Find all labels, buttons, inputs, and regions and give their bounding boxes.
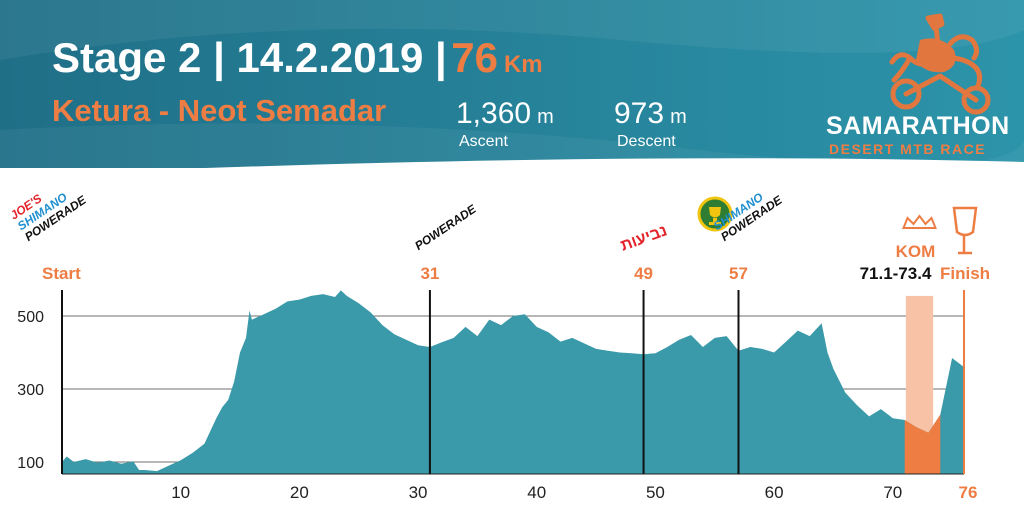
ascent-value: 1,360 <box>456 97 532 130</box>
marker-label-start: Start <box>42 264 81 283</box>
kom-label: KOM <box>896 242 936 261</box>
elevation-profile-chart: 100 300 500 10 20 30 40 50 60 70 76 Start 31 49 57 Fini… <box>17 206 990 502</box>
elevation-profile-area <box>62 290 964 474</box>
trophy-badge-icon <box>697 196 733 232</box>
beer-glass-icon <box>952 206 978 237</box>
kom-range-label: 71.1-73.4 <box>860 264 932 283</box>
descent-unit: m <box>670 106 687 128</box>
marker-label-49: 49 <box>634 264 653 283</box>
ascent-unit: m <box>537 106 554 128</box>
y-tick-label-300: 300 <box>17 382 44 399</box>
kom-climb-area <box>904 414 941 474</box>
marker-label-57: 57 <box>729 264 748 283</box>
y-tick-label-100: 100 <box>17 455 44 472</box>
ascent-stat: 1,360 m Ascent <box>456 97 554 150</box>
ascent-label: Ascent <box>459 133 508 150</box>
x-tick-label-10: 10 <box>171 483 190 502</box>
route-name: Ketura - Neot Semadar <box>52 93 387 128</box>
marker-label-31: 31 <box>420 264 439 283</box>
logo-tagline: DESERT MTB RACE <box>829 141 987 157</box>
x-tick-label-70: 70 <box>883 483 902 502</box>
stage-distance: 76 <box>451 34 498 81</box>
x-tick-label-50: 50 <box>646 483 665 502</box>
x-tick-label-20: 20 <box>290 483 309 502</box>
header-background <box>0 0 1024 176</box>
x-tick-label-30: 30 <box>409 483 428 502</box>
x-tick-label-60: 60 <box>765 483 784 502</box>
camel-cyclist-icon <box>889 13 991 115</box>
x-tick-label-40: 40 <box>527 483 546 502</box>
stage-date-title: Stage 2 | 14.2.2019 | <box>52 34 447 81</box>
descent-value: 973 <box>614 97 665 130</box>
descent-stat: 973 m Descent <box>614 97 687 150</box>
marker-label-finish: Finish <box>940 264 990 283</box>
stage-header: Stage 2 | 14.2.2019 | 76 Km Ketura - Neot… <box>0 0 1024 178</box>
stage-title: Stage 2 | 14.2.2019 | 76 Km <box>52 34 543 82</box>
stage-distance-unit: Km <box>503 51 543 78</box>
x-end-label: 76 <box>959 483 978 502</box>
y-tick-label-500: 500 <box>17 309 44 326</box>
crown-icon <box>902 214 937 229</box>
logo-name: SAMARATHON <box>826 112 1010 140</box>
descent-label: Descent <box>617 133 676 150</box>
